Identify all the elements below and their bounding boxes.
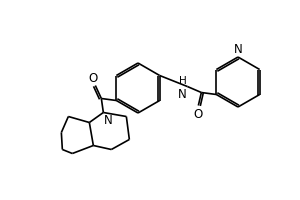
- Text: N: N: [178, 88, 186, 100]
- Text: O: O: [89, 72, 98, 84]
- Text: O: O: [194, 108, 203, 120]
- Text: N: N: [104, 114, 113, 127]
- Text: H: H: [178, 75, 186, 86]
- Text: N: N: [234, 43, 242, 56]
